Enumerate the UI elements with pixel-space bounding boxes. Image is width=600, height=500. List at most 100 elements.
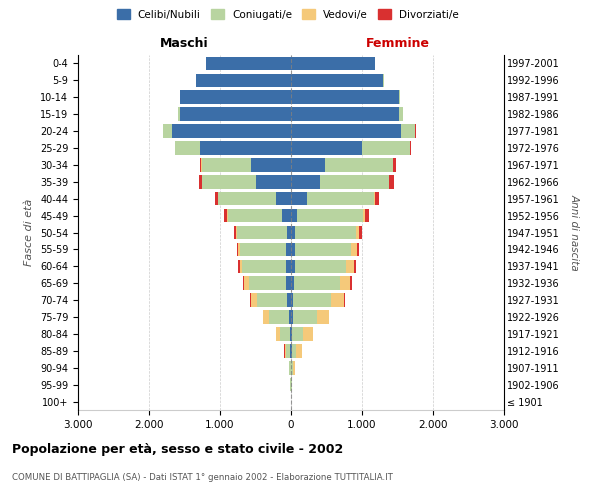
Bar <box>291 108 399 121</box>
Bar <box>307 192 374 205</box>
Bar <box>295 276 340 290</box>
Bar <box>295 226 356 239</box>
Bar <box>303 327 313 340</box>
Bar <box>289 361 290 374</box>
Bar <box>295 242 351 256</box>
Bar <box>393 158 395 172</box>
Bar <box>180 90 291 104</box>
Bar <box>178 108 180 121</box>
Bar <box>331 294 344 307</box>
Bar <box>277 327 280 340</box>
Bar <box>291 209 297 222</box>
Bar <box>291 56 375 70</box>
Bar <box>293 310 317 324</box>
Bar <box>365 209 369 222</box>
Bar <box>242 260 286 273</box>
Text: Popolazione per età, sesso e stato civile - 2002: Popolazione per età, sesso e stato civil… <box>12 442 343 456</box>
Bar <box>238 242 240 256</box>
Bar <box>291 344 292 358</box>
Bar <box>356 226 359 239</box>
Bar <box>291 141 362 154</box>
Bar <box>292 327 303 340</box>
Bar <box>243 276 244 290</box>
Bar <box>359 226 362 239</box>
Bar <box>199 175 202 188</box>
Bar <box>224 209 227 222</box>
Text: Femmine: Femmine <box>365 37 430 50</box>
Bar <box>284 344 286 358</box>
Bar <box>291 260 295 273</box>
Bar <box>291 242 295 256</box>
Text: Maschi: Maschi <box>160 37 209 50</box>
Bar <box>200 141 291 154</box>
Bar <box>287 294 291 307</box>
Bar <box>269 310 289 324</box>
Bar <box>175 141 200 154</box>
Bar <box>163 124 172 138</box>
Bar <box>251 158 291 172</box>
Bar <box>234 226 236 239</box>
Bar <box>251 294 257 307</box>
Bar <box>410 141 412 154</box>
Bar <box>202 175 256 188</box>
Bar <box>280 327 290 340</box>
Bar <box>291 310 293 324</box>
Bar <box>286 276 291 290</box>
Bar <box>363 209 365 222</box>
Bar <box>290 327 291 340</box>
Bar <box>351 242 356 256</box>
Bar <box>236 226 237 239</box>
Bar <box>286 260 291 273</box>
Bar <box>292 361 293 374</box>
Bar <box>196 74 291 87</box>
Bar <box>291 226 295 239</box>
Bar <box>202 158 251 172</box>
Bar <box>296 344 302 358</box>
Bar <box>236 242 238 256</box>
Bar <box>256 175 291 188</box>
Bar <box>389 175 394 188</box>
Bar <box>179 90 180 104</box>
Bar <box>340 276 350 290</box>
Bar <box>346 260 354 273</box>
Bar <box>244 276 249 290</box>
Bar <box>317 310 329 324</box>
Bar <box>291 276 295 290</box>
Bar <box>215 192 218 205</box>
Bar <box>291 158 325 172</box>
Bar <box>286 344 290 358</box>
Bar <box>291 90 399 104</box>
Bar <box>206 56 291 70</box>
Bar <box>291 74 383 87</box>
Bar <box>227 209 228 222</box>
Bar <box>290 344 291 358</box>
Bar <box>180 108 291 121</box>
Bar <box>239 260 242 273</box>
Bar <box>292 344 296 358</box>
Bar <box>257 294 287 307</box>
Bar <box>172 124 291 138</box>
Bar <box>354 260 356 273</box>
Bar <box>228 209 282 222</box>
Bar <box>200 158 202 172</box>
Bar <box>291 294 293 307</box>
Bar <box>325 158 393 172</box>
Bar <box>282 209 291 222</box>
Bar <box>295 260 346 273</box>
Y-axis label: Fasce di età: Fasce di età <box>25 199 34 266</box>
Bar <box>291 175 320 188</box>
Bar <box>297 209 363 222</box>
Bar <box>237 226 287 239</box>
Bar <box>286 242 291 256</box>
Bar <box>291 192 307 205</box>
Bar <box>291 327 292 340</box>
Bar <box>399 108 403 121</box>
Bar <box>287 226 291 239</box>
Bar <box>240 242 286 256</box>
Bar <box>293 361 295 374</box>
Bar <box>356 242 359 256</box>
Bar <box>263 310 269 324</box>
Y-axis label: Anni di nascita: Anni di nascita <box>569 194 579 271</box>
Bar <box>276 192 291 205</box>
Bar <box>320 175 389 188</box>
